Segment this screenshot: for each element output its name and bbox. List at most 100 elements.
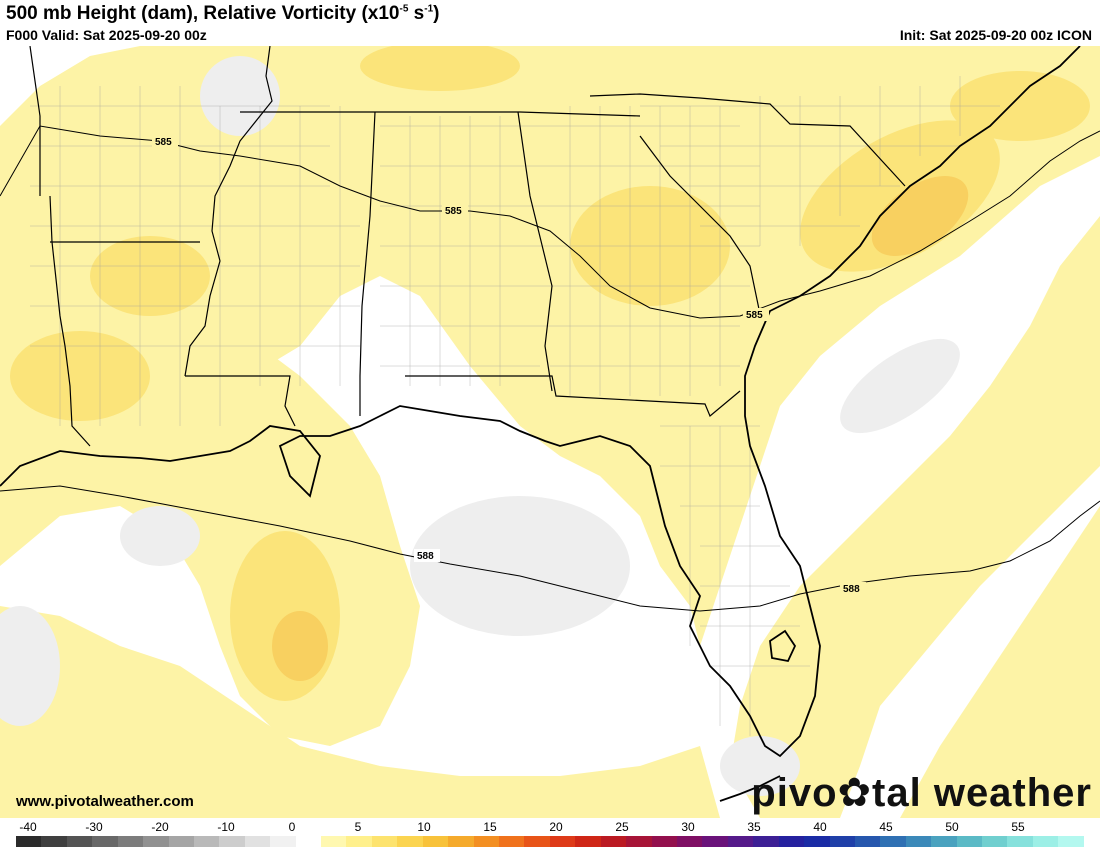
contour-588 — [0, 485, 1100, 612]
colorbar-swatch — [143, 836, 169, 847]
colorbar-tick: 0 — [288, 820, 296, 834]
colorbar-tick: 45 — [879, 820, 893, 834]
colorbar: -40 -30 -20 -10 0 5 10 15 20 25 30 35 40… — [0, 818, 1100, 850]
colorbar-swatch — [270, 836, 296, 847]
florida-keys — [719, 775, 781, 802]
boundary-tx-la — [49, 195, 91, 447]
colorbar-swatch — [117, 836, 144, 847]
colorbar-tick: -30 — [85, 820, 103, 834]
colorbar-swatch — [219, 836, 245, 847]
contour-label-585-east: 585 — [746, 310, 763, 321]
colorbar-swatch — [371, 836, 398, 847]
contour-label-588-east: 588 — [843, 584, 860, 595]
vorticity-band-east — [730, 216, 1100, 818]
lake-okeechobee — [769, 629, 797, 663]
boundary-la-ms — [185, 375, 296, 427]
colorbar-labels: -40 -30 -20 -10 0 5 10 15 20 25 30 35 40… — [0, 820, 1100, 834]
contour-label-585-central: 585 — [445, 206, 462, 217]
vorticity-band-far-east — [900, 506, 1100, 818]
colorbar-swatch — [905, 836, 932, 847]
valid-time: F000 Valid: Sat 2025-09-20 00z — [6, 27, 207, 43]
vorticity-max-carolina-coast — [950, 71, 1090, 141]
colorbar-swatch — [422, 836, 449, 847]
colorbar-swatch — [778, 836, 805, 847]
vorticity-max-gulf-core — [272, 611, 328, 681]
boundary-ar-mo — [29, 46, 41, 196]
colorbar-swatch — [702, 836, 728, 847]
colorbar-swatch — [600, 836, 627, 847]
vorticity-max-louisiana — [10, 331, 150, 421]
contour-label-585-west: 585 — [155, 137, 172, 148]
colorbar-tick: 55 — [1011, 820, 1025, 834]
colorbar-swatch — [41, 836, 67, 847]
colorbar-tick: -20 — [151, 820, 169, 834]
colorbar-swatch — [295, 836, 322, 847]
colorbar-swatch — [804, 836, 830, 847]
boundary-tn-south — [240, 111, 641, 117]
colorbar-swatch — [346, 836, 372, 847]
colorbar-swatch — [499, 836, 525, 847]
colorbar-swatch — [473, 836, 500, 847]
negative-vorticity-west — [120, 506, 200, 566]
map-title: 500 mb Height (dam), Relative Vorticity … — [6, 3, 440, 24]
website-url[interactable]: www.pivotalweather.com — [16, 793, 194, 810]
gulf-coast — [0, 46, 1081, 758]
colorbar-tick: 25 — [615, 820, 629, 834]
colorbar-swatch — [397, 836, 423, 847]
colorbar-tick: 50 — [945, 820, 959, 834]
boundary-nc-tn — [589, 93, 906, 187]
colorbar-tick: 30 — [681, 820, 695, 834]
colorbar-swatch — [168, 836, 194, 847]
colorbar-swatch — [1058, 836, 1084, 847]
coastline — [0, 46, 1081, 802]
colorbar-swatch — [524, 836, 550, 847]
vorticity-max-virginia — [360, 46, 520, 91]
colorbar-swatch — [880, 836, 906, 847]
contour-labels: 585 585 585 588 588 — [152, 134, 866, 595]
map-canvas: 585 585 585 588 588 — [0, 46, 1100, 818]
colorbar-swatch — [193, 836, 220, 847]
colorbar-swatch — [448, 836, 474, 847]
vorticity-max-carolinas-core — [871, 176, 969, 256]
negative-vorticity-keys — [720, 736, 800, 796]
colorbar-swatch — [829, 836, 855, 847]
colorbar-tick: -40 — [19, 820, 37, 834]
negative-vorticity-atlantic — [840, 338, 960, 434]
colorbar-swatch — [549, 836, 576, 847]
contour-585 — [0, 125, 1100, 319]
boundary-al-ga — [517, 111, 553, 392]
height-contours — [0, 125, 1100, 612]
weather-map[interactable]: 585 585 585 588 588 www.pivotalweather.c… — [0, 46, 1100, 818]
colorbar-swatch — [727, 836, 754, 847]
colorbar-tick: -10 — [217, 820, 235, 834]
colorbar-tick: 15 — [483, 820, 497, 834]
colorbar-swatch — [931, 836, 957, 847]
init-time: Init: Sat 2025-09-20 00z ICON — [899, 27, 1092, 43]
colorbar-tick: 20 — [549, 820, 563, 834]
colorbar-swatch — [92, 836, 118, 847]
colorbar-swatch — [676, 836, 703, 847]
colorbar-swatch — [66, 836, 93, 847]
colorbar-swatch — [651, 836, 677, 847]
colorbar-swatches — [16, 836, 1084, 847]
colorbar-swatch — [626, 836, 652, 847]
boundary-ms-river — [184, 46, 273, 377]
colorbar-tick: 35 — [747, 820, 761, 834]
colorbar-swatch — [753, 836, 779, 847]
colorbar-swatch — [956, 836, 983, 847]
gear-icon: ✿ — [837, 771, 873, 815]
colorbar-swatch — [16, 836, 42, 847]
vorticity-band-south — [0, 606, 720, 818]
colorbar-swatch — [1032, 836, 1059, 847]
colorbar-swatch — [982, 836, 1008, 847]
negative-vorticity-north — [200, 56, 280, 136]
vorticity-max-arkansas — [90, 236, 210, 316]
colorbar-tick: 5 — [354, 820, 362, 834]
header: 500 mb Height (dam), Relative Vorticity … — [0, 0, 1100, 46]
state-boundaries — [29, 46, 906, 447]
colorbar-swatch — [244, 836, 271, 847]
boundary-ga-sc — [639, 135, 761, 315]
boundary-fl-north — [405, 375, 741, 417]
colorbar-swatch — [575, 836, 601, 847]
vorticity-shading — [0, 46, 1100, 818]
